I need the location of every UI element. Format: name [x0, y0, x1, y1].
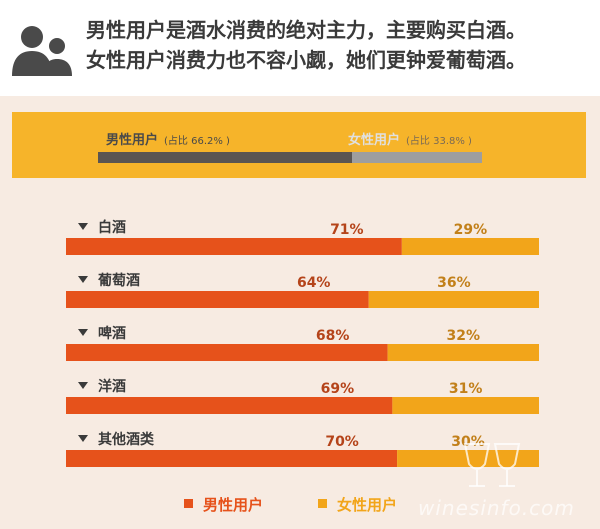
data-label-female: 36%: [437, 275, 471, 291]
watermark-text: winesinfo.com: [418, 496, 575, 520]
male-share-fill: [98, 152, 353, 163]
bar-female: [401, 238, 539, 255]
legend-female: 女性用户: [318, 494, 397, 515]
watermark-logo: [463, 443, 521, 487]
legend-female-swatch: [318, 499, 327, 508]
category-marker-icon: [78, 382, 88, 389]
share-bar-track: [98, 152, 482, 163]
female-share-text: (占比 33.8% ): [406, 136, 472, 147]
female-label: 女性用户: [348, 133, 401, 148]
bar-female: [368, 291, 539, 308]
data-label-male: 70%: [325, 434, 359, 450]
header: 男性用户是酒水消费的绝对主力，主要购买白酒。 女性用户消费力也不容小觑，她们更钟…: [0, 0, 600, 96]
category-label: 其他酒类: [98, 431, 155, 448]
data-label-male: 64%: [297, 275, 331, 291]
bar-female: [387, 344, 539, 361]
stacked-bar-chart: 白酒 71% 29% 葡萄酒 64% 36% 啤酒 68% 32% 洋酒 69% 31% 其他酒类 70%…: [66, 219, 539, 467]
legend-male: 男性用户: [184, 494, 263, 515]
data-label-female: 29%: [454, 222, 488, 238]
male-label: 男性用户: [106, 133, 159, 148]
bar-male: [66, 397, 393, 414]
data-label-female: 32%: [447, 328, 481, 344]
bar-female: [392, 397, 539, 414]
data-label-male: 68%: [316, 328, 350, 344]
category-marker-icon: [78, 435, 88, 442]
data-label-female: 30%: [451, 434, 485, 450]
legend-female-label: 女性用户: [337, 496, 398, 514]
users-icon: [12, 26, 72, 76]
category-marker-icon: [78, 223, 88, 230]
category-marker-icon: [78, 329, 88, 336]
headline-line-2: 女性用户消费力也不容小觑，她们更钟爱葡萄酒。: [86, 48, 526, 72]
bar-male: [66, 344, 388, 361]
bar-male: [66, 450, 398, 467]
data-label-female: 31%: [449, 381, 483, 397]
category-label: 啤酒: [98, 325, 126, 342]
headline-line-1: 男性用户是酒水消费的绝对主力，主要购买白酒。: [86, 18, 526, 42]
category-label: 洋酒: [98, 378, 126, 395]
data-label-male: 69%: [321, 381, 355, 397]
bar-male: [66, 238, 402, 255]
male-share-label: 男性用户 (占比 66.2% ): [106, 129, 230, 148]
legend-male-swatch: [184, 499, 193, 508]
gender-share-summary: 男性用户 (占比 66.2% ) 女性用户 (占比 33.8% ): [12, 112, 586, 178]
male-share-text: (占比 66.2% ): [164, 136, 230, 147]
bar-male: [66, 291, 369, 308]
category-label: 白酒: [98, 219, 126, 236]
category-label: 葡萄酒: [97, 272, 140, 289]
category-marker-icon: [78, 276, 88, 283]
legend-male-label: 男性用户: [203, 496, 264, 514]
data-label-male: 71%: [330, 222, 364, 238]
female-share-label: 女性用户 (占比 33.8% ): [348, 129, 472, 148]
